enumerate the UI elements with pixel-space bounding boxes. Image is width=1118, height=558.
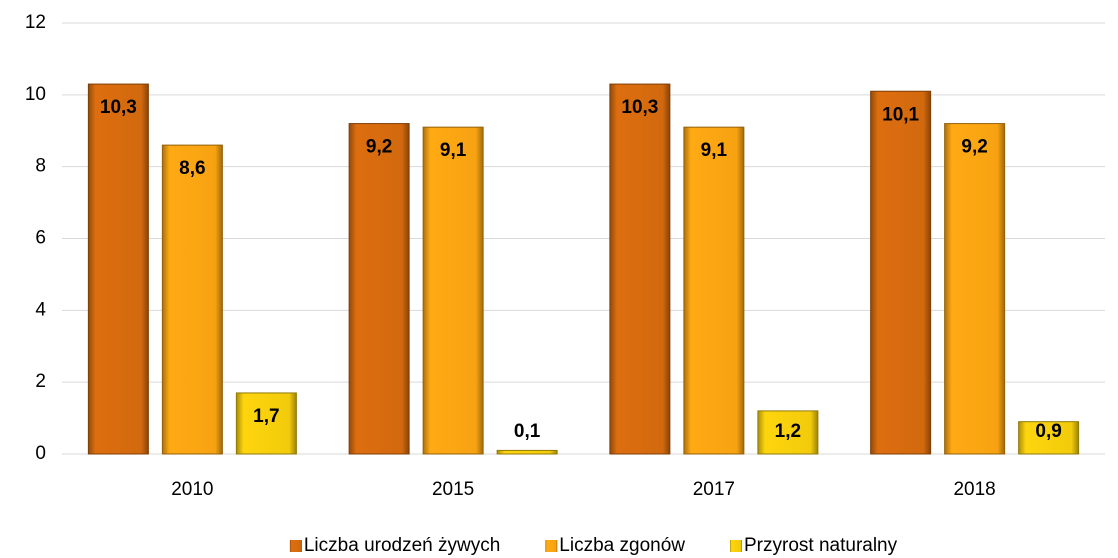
data-label: 0,9 xyxy=(1035,421,1061,442)
bar xyxy=(87,83,149,455)
legend-label: Liczba urodzeń żywych xyxy=(304,535,500,556)
y-tick-label: 12 xyxy=(25,12,46,33)
legend-label: Liczba zgonów xyxy=(559,535,685,556)
bar xyxy=(944,123,1006,455)
data-label: 10,3 xyxy=(621,97,658,118)
data-label: 8,6 xyxy=(179,158,205,179)
y-tick-label: 8 xyxy=(35,156,46,177)
x-tick-label: 2010 xyxy=(171,479,213,500)
bar xyxy=(235,392,297,455)
bar xyxy=(422,126,484,455)
y-tick-label: 4 xyxy=(35,299,46,320)
legend-marker xyxy=(545,540,558,552)
data-label: 10,1 xyxy=(882,104,919,125)
legend: Liczba urodzeń żywych Liczba zgonów Przyro… xyxy=(289,535,898,556)
bar xyxy=(609,83,671,455)
x-tick-label: 2018 xyxy=(953,479,995,500)
bar xyxy=(683,126,745,455)
bar xyxy=(757,410,819,455)
y-tick-label: 6 xyxy=(35,228,46,249)
x-tick-label: 2015 xyxy=(432,479,474,500)
y-tick-label: 0 xyxy=(35,443,46,464)
legend-label: Przyrost naturalny xyxy=(744,535,898,556)
legend-marker xyxy=(730,540,743,552)
bar xyxy=(348,123,410,455)
data-label: 9,2 xyxy=(366,137,392,158)
legend-marker xyxy=(289,540,302,552)
bar xyxy=(496,449,558,455)
data-label: 9,1 xyxy=(440,140,467,161)
data-label: 9,1 xyxy=(701,140,728,161)
data-label: 1,7 xyxy=(253,406,279,427)
y-tick-label: 2 xyxy=(35,371,46,392)
data-label: 1,2 xyxy=(775,421,801,442)
data-label: 0,1 xyxy=(514,421,541,442)
x-tick-label: 2017 xyxy=(693,479,735,500)
data-label: 10,3 xyxy=(100,97,137,118)
bar xyxy=(870,90,932,455)
bar xyxy=(1018,421,1080,455)
data-label: 9,2 xyxy=(961,137,987,158)
bar xyxy=(161,144,223,455)
y-tick-label: 10 xyxy=(25,84,46,105)
